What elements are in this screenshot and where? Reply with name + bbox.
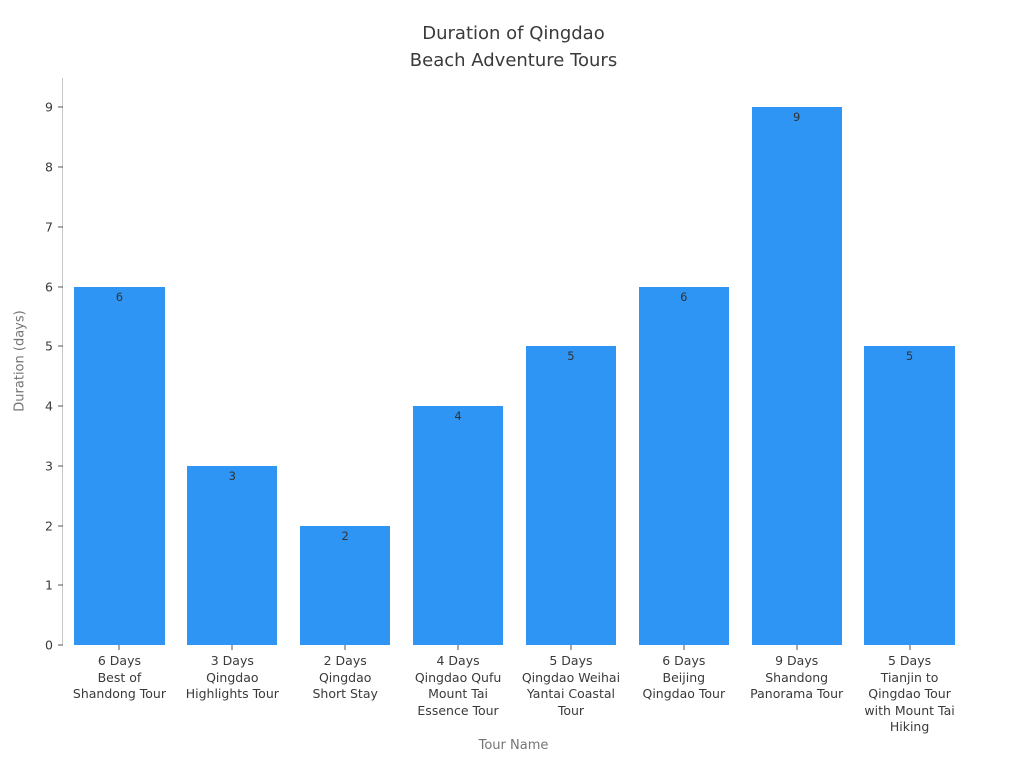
- x-tick-mark: [909, 645, 911, 650]
- bar: 4: [412, 406, 504, 645]
- y-tick-label: 4: [45, 398, 53, 414]
- x-category-label: 6 Days Best of Shandong Tour: [72, 653, 166, 701]
- bar-value-label: 4: [454, 409, 462, 424]
- bar-value-label: 9: [793, 110, 801, 125]
- y-tick-label: 2: [45, 518, 53, 533]
- x-tick-mark: [231, 645, 233, 650]
- bar: 5: [525, 346, 617, 645]
- y-tick-label: 1: [45, 577, 53, 593]
- chart-title: Duration of Qingdao Beach Adventure Tour…: [409, 23, 618, 71]
- y-tick-label: 0: [45, 637, 53, 653]
- x-category-label: 4 Days Qingdao Qufu Mount Tai Essence To…: [414, 653, 502, 718]
- x-tick-mark: [344, 645, 346, 650]
- y-axis-label: Duration (days): [12, 310, 28, 412]
- x-tick-mark: [570, 645, 572, 650]
- y-tick-mark: [58, 166, 63, 168]
- y-tick-mark: [58, 345, 63, 347]
- x-category-label: 9 Days Shandong Panorama Tour: [750, 653, 844, 701]
- y-tick-mark: [58, 525, 63, 526]
- y-tick-label: 8: [45, 159, 53, 175]
- x-tick-mark: [457, 645, 459, 650]
- y-tick-label: 3: [45, 458, 53, 474]
- x-category-label: 3 Days Qingdao Highlights Tour: [185, 653, 279, 701]
- y-tick-label: 5: [45, 338, 53, 354]
- x-tick-mark: [118, 645, 120, 650]
- y-tick-mark: [58, 644, 63, 646]
- x-tick-mark: [796, 645, 798, 650]
- x-axis-label: Tour Name: [478, 738, 549, 753]
- plot-area: 0 1 2 3 4 5 6 7 8 9 6 6 Days Best of Shandong Tour 3…: [45, 78, 966, 734]
- y-tick-mark: [58, 405, 63, 407]
- x-category-label: 5 Days Tianjin to Qingdao Tour with Moun…: [864, 653, 955, 734]
- x-category-label: 2 Days Qingdao Short Stay: [312, 653, 378, 701]
- bar-value-label: 5: [567, 349, 575, 364]
- bar-value-label: 6: [115, 289, 124, 304]
- y-tick-mark: [58, 106, 63, 108]
- y-tick-mark: [58, 584, 63, 586]
- bar-value-label: 5: [905, 349, 914, 364]
- x-category-label: 5 Days Qingdao Weihai Yantai Coastal Tou…: [521, 653, 621, 718]
- y-tick-mark: [58, 226, 63, 228]
- bar: 5: [864, 346, 955, 645]
- x-tick-mark: [683, 645, 685, 650]
- bar-value-label: 6: [680, 289, 688, 304]
- y-tick-mark: [58, 286, 63, 288]
- y-tick-label: 9: [45, 99, 53, 115]
- x-category-label: 6 Days Beijing Qingdao Tour: [642, 653, 726, 701]
- bar-value-label: 3: [228, 468, 236, 483]
- y-tick-mark: [58, 465, 63, 467]
- bar: 9: [751, 107, 842, 645]
- bar: 6: [638, 286, 729, 645]
- bar: 3: [187, 465, 278, 645]
- bar: 6: [74, 286, 165, 645]
- bar: 2: [300, 525, 391, 645]
- bar-value-label: 2: [341, 528, 349, 543]
- y-tick-label: 7: [45, 219, 53, 235]
- y-tick-label: 6: [45, 279, 53, 295]
